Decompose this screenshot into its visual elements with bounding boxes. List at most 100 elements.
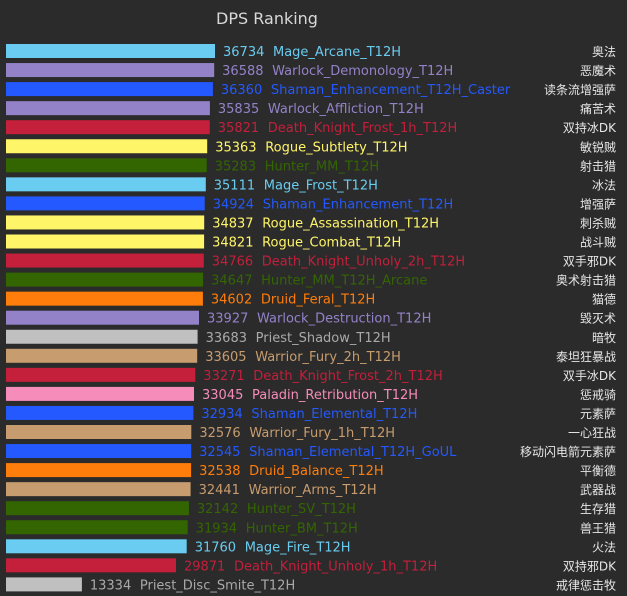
bar-name-label: Warlock_Affliction_T12H	[268, 102, 424, 117]
bar	[6, 291, 203, 306]
bar-value-label: 36360	[221, 83, 262, 98]
bar-name-label: Death_Knight_Unholy_1h_T12H	[234, 559, 437, 574]
bar-chinese-label: 冰法	[592, 178, 616, 192]
bar-name-label: Death_Knight_Unholy_2h_T12H	[262, 255, 465, 270]
bar-value-label: 32538	[199, 464, 240, 479]
bar	[6, 82, 213, 97]
bar-name-label: Rogue_Assassination_T12H	[262, 216, 439, 231]
bar-name-label: Mage_Frost_T12H	[264, 178, 378, 193]
bar-chinese-label: 奥法	[592, 45, 616, 59]
bar	[6, 101, 210, 116]
bar-chinese-label: 惩戒骑	[580, 388, 616, 402]
bar-name-label: Hunter_SV_T12H	[247, 502, 356, 517]
bar-chinese-label: 元素萨	[580, 407, 616, 421]
bar-name-label: Rogue_Combat_T12H	[262, 236, 401, 251]
bar	[6, 463, 192, 478]
bar-value-label: 34766	[212, 255, 253, 270]
bar-value-label: 36588	[222, 64, 263, 79]
bar-chinese-label: 敏锐贼	[580, 139, 616, 154]
bar-chinese-label: 生存猎	[580, 502, 616, 516]
bar-name-label: Mage_Fire_T12H	[245, 540, 351, 555]
bar-chinese-label: 暗牧	[592, 330, 616, 345]
bar-value-label: 33927	[207, 312, 248, 327]
bar-value-label: 34924	[213, 197, 254, 212]
bar	[6, 444, 192, 459]
bar-chinese-label: 读条流增强萨	[544, 83, 616, 97]
bar-name-label: Warrior_Arms_T12H	[249, 483, 377, 498]
bar	[6, 482, 191, 497]
bar-chinese-label: 双手冰DK	[563, 369, 617, 383]
bar-chinese-label: 恶魔术	[580, 63, 616, 78]
bar	[6, 139, 208, 154]
bar-name-label: Warlock_Demonology_T12H	[272, 64, 453, 79]
bar	[6, 310, 199, 325]
bar-chinese-label: 火法	[592, 540, 616, 554]
bar-value-label: 32934	[201, 407, 242, 422]
bar-name-label: Hunter_MM_T12H	[265, 159, 379, 174]
bar-value-label: 34821	[212, 236, 253, 251]
bar-name-label: Warrior_Fury_1h_T12H	[249, 426, 395, 441]
bar	[6, 177, 206, 192]
bar	[6, 520, 188, 535]
bar-chinese-label: 武器战	[580, 483, 616, 497]
bar-name-label: Death_Knight_Frost_2h_T12H	[253, 369, 442, 384]
bar-value-label: 35363	[215, 140, 256, 155]
bar-value-label: 31760	[195, 540, 236, 555]
bar-name-label: Shaman_Enhancement_T12H	[263, 197, 454, 212]
bar-name-label: Druid_Feral_T12H	[261, 293, 375, 308]
bar-chinese-label: 平衡德	[580, 463, 616, 478]
bar-chinese-label: 双手邪DK	[563, 255, 617, 269]
bar-chinese-label: 毁灭术	[580, 311, 616, 326]
bar-value-label: 33271	[203, 369, 244, 384]
bar-chinese-label: 射击猎	[580, 158, 616, 173]
bar-chinese-label: 痛苦术	[580, 101, 616, 116]
bar-value-label: 32441	[199, 483, 240, 498]
bar-value-label: 34837	[212, 216, 253, 231]
bar-value-label: 31934	[196, 521, 237, 536]
bar	[6, 539, 187, 554]
bar-name-label: Hunter_BM_T12H	[246, 521, 358, 536]
bar-chinese-label: 双持邪DK	[563, 558, 617, 573]
bar	[6, 501, 189, 516]
bar-value-label: 32545	[199, 445, 240, 460]
bar-value-label: 35111	[214, 178, 255, 193]
bar-name-label: Shaman_Elemental_T12H	[251, 407, 417, 422]
bar-chinese-label: 猫德	[592, 292, 616, 307]
bars-group: 36734 Mage_Arcane_T12H 奥法 36588 Warlock_Demo…	[6, 44, 617, 593]
bar-chinese-label: 戒律惩击牧	[556, 578, 616, 592]
bar	[6, 348, 198, 363]
bar-value-label: 35835	[218, 102, 259, 117]
bar-name-label: Druid_Balance_T12H	[249, 464, 384, 479]
bar-chinese-label: 兽王猎	[580, 521, 616, 535]
bar-value-label: 35283	[215, 159, 256, 174]
bar-chinese-label: 一心狂战	[568, 426, 616, 440]
bar	[6, 577, 82, 592]
bar-name-label: Shaman_Elemental_T12H_GoUL	[249, 445, 457, 460]
bar	[6, 44, 215, 58]
bar-value-label: 33045	[202, 388, 243, 403]
bar-name-label: Rogue_Subtlety_T12H	[265, 140, 407, 155]
bar-name-label: Priest_Disc_Smite_T12H	[140, 578, 295, 593]
bar-value-label: 29871	[184, 559, 225, 574]
bar	[6, 558, 176, 573]
bar	[6, 253, 204, 268]
bar-chinese-label: 刺杀贼	[580, 215, 616, 230]
bar	[6, 386, 194, 401]
bar	[6, 158, 207, 173]
bar-value-label: 32576	[199, 426, 240, 441]
bar-value-label: 13334	[90, 578, 131, 593]
bar-chinese-label: 泰坦狂暴战	[556, 350, 616, 364]
chart-title: DPS Ranking	[216, 9, 318, 28]
bar-value-label: 33683	[206, 331, 247, 346]
bar-chinese-label: 移动闪电箭元素萨	[520, 444, 616, 459]
bar-chinese-label: 战斗贼	[580, 235, 616, 250]
bar-name-label: Mage_Arcane_T12H	[273, 45, 401, 60]
bar-value-label: 34602	[211, 293, 252, 308]
bar-value-label: 34647	[211, 274, 252, 289]
bar-name-label: Shaman_Enhancement_T12H_Caster	[271, 83, 511, 98]
bar-name-label: Death_Knight_Frost_1h_T12H	[268, 121, 457, 136]
bar	[6, 196, 205, 211]
bar	[6, 234, 205, 249]
bar	[6, 215, 205, 230]
